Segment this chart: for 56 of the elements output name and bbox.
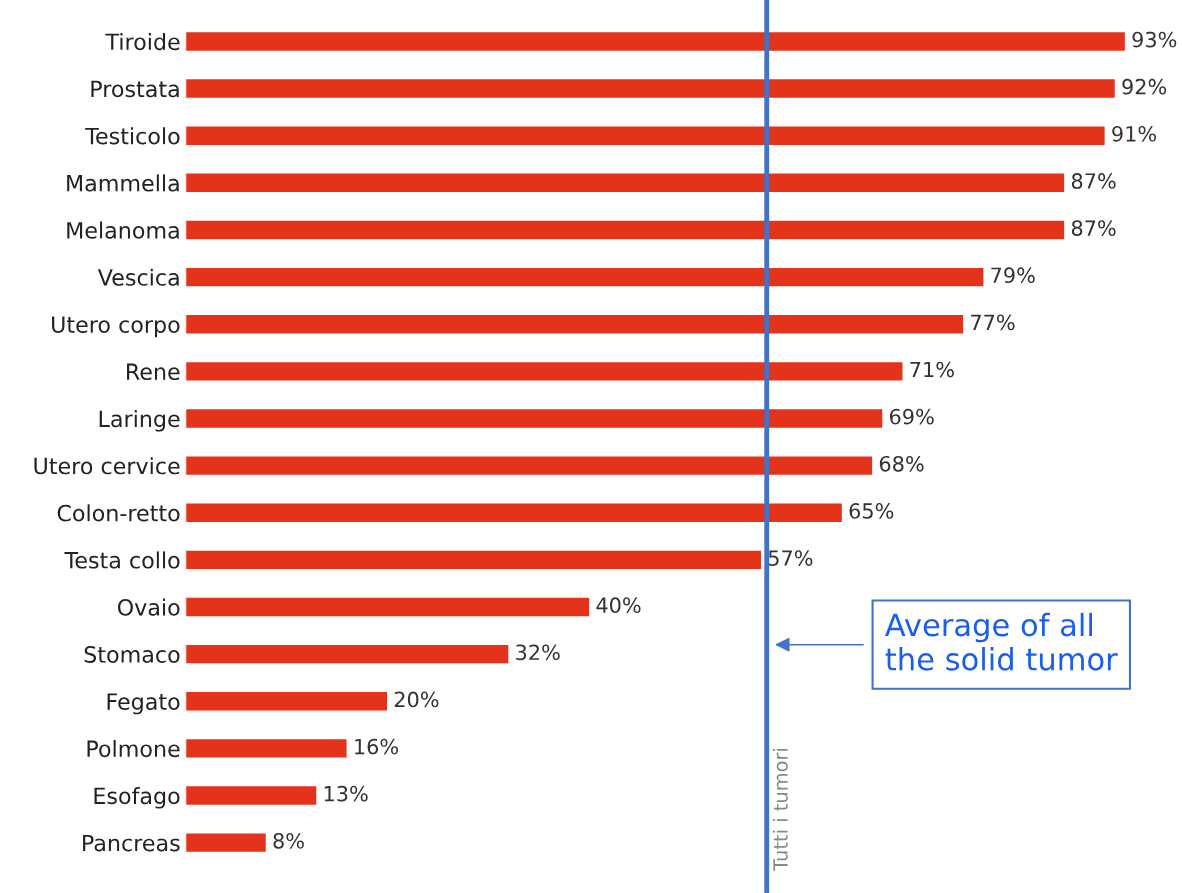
data-label: 13% [324,785,368,802]
data-label: 92% [1122,78,1167,95]
bar [185,596,591,618]
data-label: 71% [910,361,954,378]
data-label: 57% [768,550,813,566]
data-label: 68% [879,455,924,472]
y-tick-label: Polmone [87,739,180,758]
bar [185,549,763,571]
data-label: 87% [1071,173,1116,189]
y-tick-label: Vescica [97,268,179,286]
bar [185,455,874,477]
y-tick-label: Utero corpo [52,316,180,338]
y-tick-label: Rene [127,363,180,381]
bar [185,737,348,759]
data-label: 32% [516,644,560,661]
bar [185,407,884,430]
bar [185,502,844,524]
data-label: 40% [596,597,641,614]
y-tick-label: Testicolo [85,127,180,145]
data-label: 87% [1071,220,1116,236]
y-tick-label: Prostata [91,80,179,98]
bar [185,784,318,807]
annotation: Average of all the solid tumor [885,612,1118,671]
bar [185,690,389,712]
y-tick-label: Fegato [107,693,180,715]
y-tick-label: Colon-retto [57,504,180,522]
data-label: 8% [273,832,304,849]
data-label: 91% [1112,125,1157,142]
data-label: 65% [849,503,894,519]
y-tick-label: Tiroide [105,32,180,51]
bar [185,643,510,665]
data-label: 77% [971,314,1015,331]
bar [185,77,1117,100]
data-label: 16% [355,738,398,755]
bar [185,313,965,335]
bar [185,30,1127,53]
bar [185,172,1066,194]
y-tick-label: Mammella [67,174,179,192]
y-tick-label: Stomaco [84,646,180,663]
data-label: 79% [991,267,1035,284]
y-tick-label: Testa collo [64,551,180,569]
y-tick-label: Laringe [99,410,180,432]
data-label: 93% [1132,31,1177,48]
y-tick-label: Pancreas [83,834,180,852]
y-tick-label: Melanoma [67,221,179,239]
data-label: 69% [889,408,934,425]
y-tick-label: Ovaio [117,598,180,616]
bar [185,832,268,854]
y-tick-label: Utero cervice [34,457,180,475]
bar [185,266,985,288]
y-tick-label: Esofago [94,787,180,809]
bar [185,219,1066,241]
data-label: 20% [394,691,439,708]
bar [185,125,1107,147]
bar [185,360,904,382]
ref-line-label: Tutti i tumori [772,748,788,871]
